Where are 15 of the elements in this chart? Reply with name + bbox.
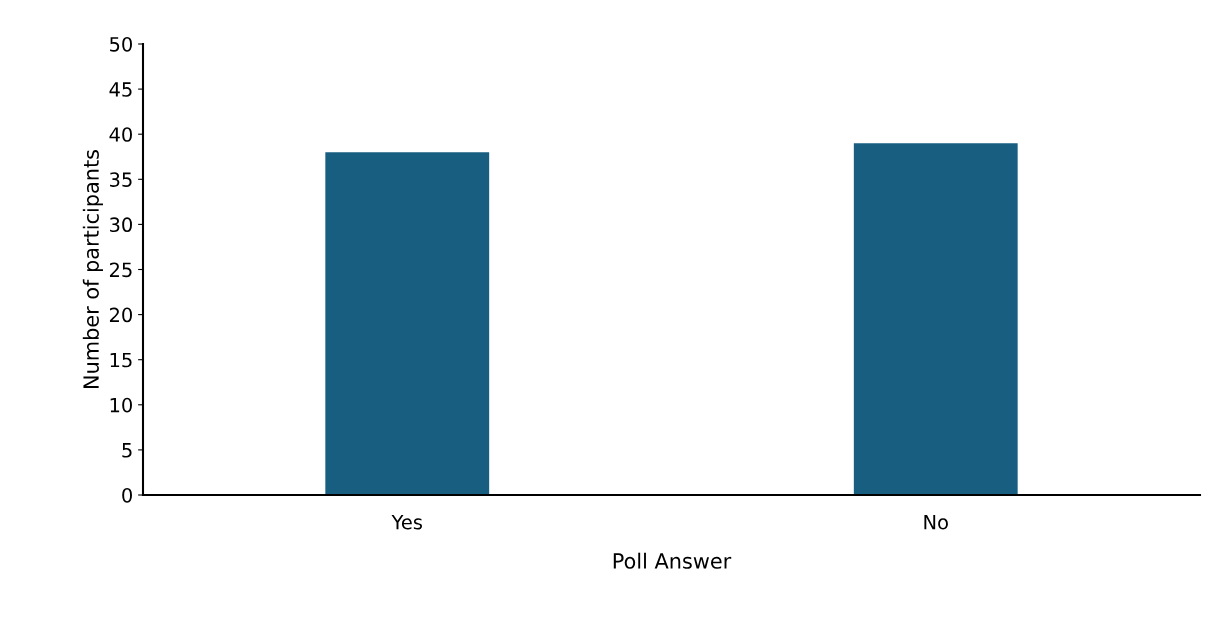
y-tick-label: 30 xyxy=(110,217,132,233)
y-tick-label: 50 xyxy=(110,36,132,52)
x-tick-label: No xyxy=(924,515,948,530)
y-tick-label: 45 xyxy=(109,82,132,97)
y-tick-label: 5 xyxy=(122,443,132,458)
y-tick-label: 20 xyxy=(109,307,132,323)
y-tick-label: 0 xyxy=(122,487,132,503)
x-tick-label: Yes xyxy=(391,515,422,530)
y-tick-label: 35 xyxy=(110,172,132,187)
y-tick-label: 25 xyxy=(109,262,132,278)
x-axis-title: Poll Answer xyxy=(613,552,732,569)
y-tick-label: 15 xyxy=(110,352,132,368)
y-tick-label: 40 xyxy=(109,127,132,142)
y-tick-label: 10 xyxy=(110,397,132,413)
y-axis-title: Number of participants xyxy=(82,150,103,388)
